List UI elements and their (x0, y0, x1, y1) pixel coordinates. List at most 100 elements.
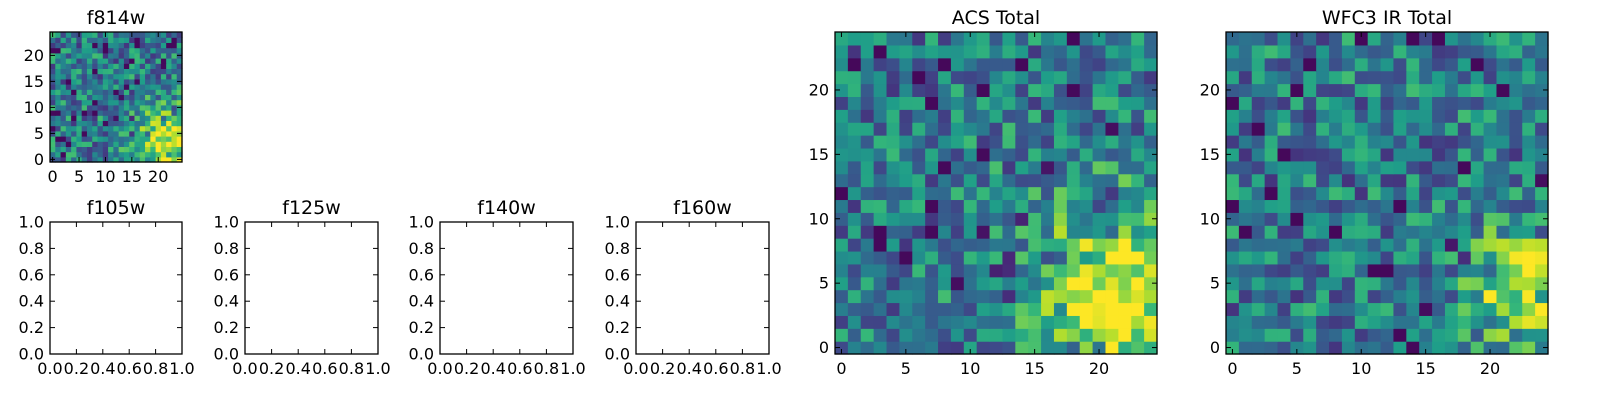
heatmap-cell (1015, 302, 1029, 316)
heatmap-cell (155, 141, 162, 147)
heatmap-cell (1290, 341, 1304, 355)
heatmap-cell (1015, 57, 1029, 72)
heatmap-cell (1496, 212, 1510, 226)
heatmap-cell (1131, 302, 1145, 316)
heatmap-cell (50, 68, 56, 75)
heatmap-cell (1015, 328, 1029, 342)
heatmap-cell (1419, 302, 1433, 316)
heatmap-cell (1251, 147, 1266, 162)
heatmap-cell (86, 125, 93, 132)
heatmap-cell (150, 151, 157, 158)
heatmap-cell (1509, 225, 1523, 239)
heatmap-cell (60, 58, 67, 64)
heatmap-cell (1329, 160, 1343, 175)
heatmap-cell (976, 70, 991, 85)
heatmap-cell (1316, 173, 1330, 188)
heatmap-cell (1290, 147, 1304, 162)
heatmap-cell (123, 110, 130, 116)
heatmap-cell (160, 141, 167, 147)
heatmap-cell (835, 109, 849, 123)
heatmap-cell (123, 89, 130, 95)
heatmap-cell (950, 225, 965, 239)
heatmap-cell (847, 44, 862, 59)
heatmap-cell (1380, 83, 1395, 97)
heatmap-cell (81, 32, 88, 38)
heatmap-cell (1509, 32, 1523, 46)
heatmap-cell (76, 146, 83, 153)
heatmap-cell (1015, 147, 1029, 162)
heatmap-cell (76, 104, 83, 111)
heatmap-cell (1028, 122, 1042, 136)
heatmap-cell (886, 212, 900, 226)
heatmap-cell (1496, 147, 1510, 162)
heatmap-cell (171, 151, 178, 158)
heatmap-cell (150, 37, 157, 43)
heatmap-cell (81, 89, 88, 95)
heatmap-cell (145, 141, 151, 147)
y-tick-label: 0 (819, 338, 829, 357)
heatmap-cell (50, 115, 56, 121)
heatmap-cell (873, 57, 888, 72)
heatmap-cell (912, 70, 926, 85)
heatmap-cell (1118, 173, 1132, 188)
heatmap-cell (886, 70, 900, 85)
heatmap-cell (1535, 96, 1549, 110)
heatmap-cell (860, 122, 875, 136)
heatmap-cell (145, 32, 151, 38)
heatmap-cell (1092, 186, 1107, 201)
heatmap-cell (55, 104, 62, 111)
heatmap-cell (886, 238, 900, 252)
heatmap-cell (1483, 32, 1498, 46)
heatmap-cell (1277, 147, 1291, 162)
heatmap-cell (1144, 199, 1158, 213)
heatmap-cell (1015, 32, 1029, 46)
heatmap-cell (134, 63, 141, 69)
heatmap-cell (1079, 135, 1094, 149)
heatmap-cell (925, 263, 939, 278)
heatmap-cell (145, 125, 151, 132)
heatmap-cell (1367, 276, 1382, 291)
heatmap-cell (1028, 83, 1042, 97)
heatmap-cell (166, 47, 173, 54)
heatmap-cell (60, 52, 67, 59)
heatmap-cell (1015, 199, 1029, 213)
heatmap-cell (976, 212, 991, 226)
heatmap-cell (76, 151, 83, 158)
heatmap-cell (145, 156, 151, 163)
heatmap-cell (860, 160, 875, 175)
heatmap-cell (1079, 341, 1094, 355)
heatmap-cell (55, 89, 62, 95)
heatmap-cell (847, 57, 862, 72)
heatmap-cell (81, 110, 88, 116)
heatmap-cell (1483, 70, 1498, 85)
heatmap-cell (1226, 160, 1240, 175)
heatmap-cell (1028, 212, 1042, 226)
heatmap-cell (1079, 109, 1094, 123)
heatmap-cell (925, 328, 939, 342)
heatmap-cell (1131, 173, 1145, 188)
heatmap-cell (963, 315, 978, 329)
heatmap-cell (1144, 135, 1158, 149)
heatmap-cell (134, 58, 141, 64)
heatmap-cell (1341, 122, 1356, 136)
heatmap-cell (139, 78, 146, 85)
heatmap-cell (1290, 186, 1304, 201)
heatmap-cell (1393, 199, 1407, 213)
x-tick-label: 15 (1024, 359, 1044, 378)
heatmap-cell (1483, 238, 1498, 252)
heatmap-cell (65, 37, 72, 43)
heatmap-cell (1354, 135, 1369, 149)
heatmap-cell (1329, 57, 1343, 72)
heatmap-cell (113, 156, 120, 163)
heatmap-cell (963, 186, 978, 201)
heatmap-cell (1354, 160, 1369, 175)
heatmap-cell (886, 225, 900, 239)
heatmap-cell (1251, 250, 1266, 265)
heatmap-cell (1053, 302, 1068, 316)
heatmap-cell (102, 47, 109, 54)
heatmap-cell (1118, 341, 1132, 355)
heatmap-cell (1290, 250, 1304, 265)
heatmap-cell (1066, 289, 1081, 304)
heatmap-cell (1131, 238, 1145, 252)
heatmap-cell (1105, 289, 1119, 304)
